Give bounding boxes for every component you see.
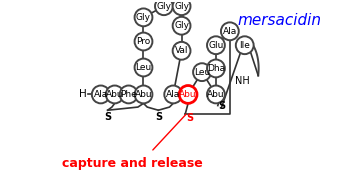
Circle shape xyxy=(173,0,190,15)
Circle shape xyxy=(134,33,152,50)
Text: H: H xyxy=(79,89,87,99)
Text: Abu: Abu xyxy=(179,90,197,99)
Text: Val: Val xyxy=(175,46,188,55)
Circle shape xyxy=(120,86,138,103)
Text: Pro: Pro xyxy=(136,37,151,46)
Circle shape xyxy=(92,86,110,103)
Circle shape xyxy=(221,22,239,40)
Circle shape xyxy=(173,42,190,60)
Text: Gly: Gly xyxy=(174,21,189,30)
Circle shape xyxy=(179,86,197,103)
Text: capture and release: capture and release xyxy=(62,157,203,170)
Circle shape xyxy=(134,8,152,26)
Text: Ala: Ala xyxy=(94,90,108,99)
Circle shape xyxy=(207,36,225,54)
Text: Abu: Abu xyxy=(135,90,152,99)
Text: S: S xyxy=(219,101,226,111)
Circle shape xyxy=(155,0,173,15)
Text: Abu: Abu xyxy=(207,90,225,99)
Text: Dha: Dha xyxy=(207,64,225,73)
Circle shape xyxy=(207,60,225,77)
Text: S: S xyxy=(186,113,193,123)
Text: Abu: Abu xyxy=(106,90,124,99)
Circle shape xyxy=(134,59,152,77)
Circle shape xyxy=(193,63,211,81)
Text: Gly: Gly xyxy=(156,2,171,11)
Circle shape xyxy=(207,86,225,103)
Text: NH: NH xyxy=(234,76,249,86)
Text: Gly: Gly xyxy=(174,2,189,11)
Text: Leu: Leu xyxy=(194,68,210,77)
Text: S: S xyxy=(104,112,111,122)
Circle shape xyxy=(236,36,254,54)
Text: Ala: Ala xyxy=(166,90,180,99)
Circle shape xyxy=(173,17,190,35)
Text: Glu: Glu xyxy=(208,41,224,50)
Text: Ile: Ile xyxy=(239,41,250,50)
Text: Phe: Phe xyxy=(120,90,137,99)
Text: Leu: Leu xyxy=(136,63,152,72)
Circle shape xyxy=(164,86,182,103)
Text: Ala: Ala xyxy=(223,27,237,36)
Circle shape xyxy=(134,86,152,103)
Text: S: S xyxy=(155,112,162,122)
Text: mersacidin: mersacidin xyxy=(237,13,321,28)
Circle shape xyxy=(106,86,124,103)
Text: Gly: Gly xyxy=(136,13,151,22)
